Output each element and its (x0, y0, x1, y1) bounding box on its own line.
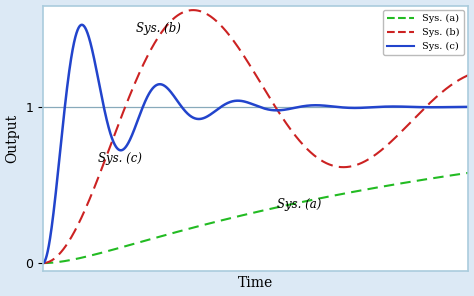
Text: Sys. (b): Sys. (b) (137, 22, 182, 35)
X-axis label: Time: Time (238, 276, 273, 290)
Text: Sys. (c): Sys. (c) (98, 152, 142, 165)
Legend: Sys. (a), Sys. (b), Sys. (c): Sys. (a), Sys. (b), Sys. (c) (383, 10, 464, 55)
Text: Sys. (a): Sys. (a) (277, 198, 321, 211)
Y-axis label: Output: Output (6, 114, 19, 163)
